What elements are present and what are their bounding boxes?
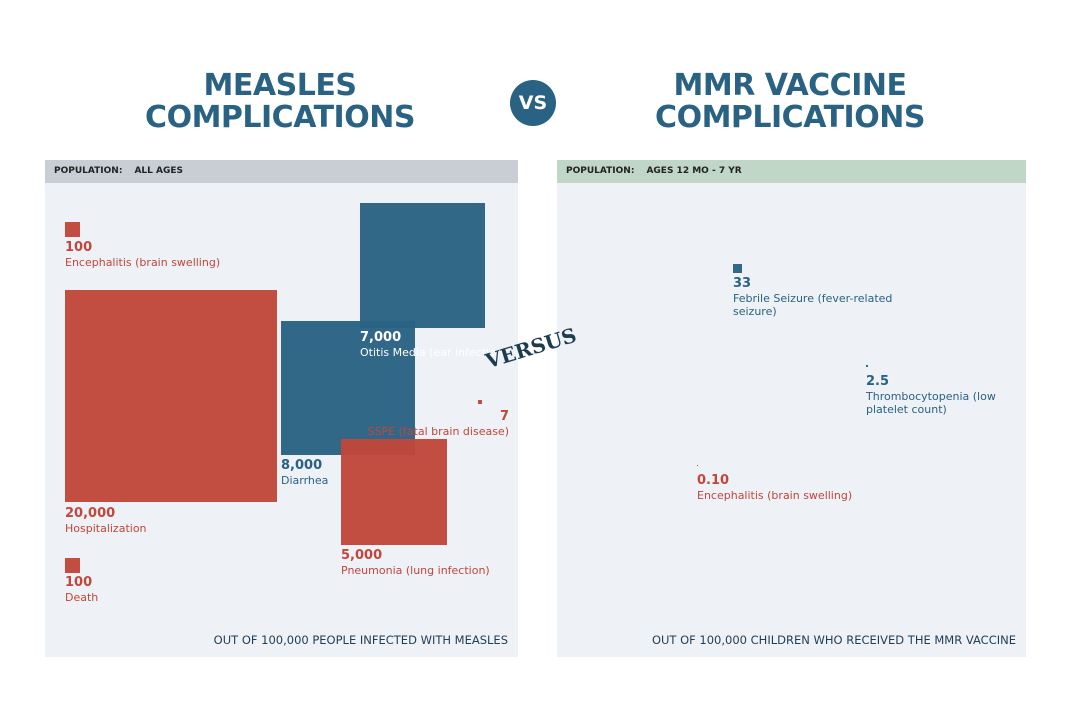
square	[65, 558, 80, 573]
item-name: Febrile Seizure (fever-related seizure)	[733, 292, 893, 318]
population-label: POPULATION:	[566, 166, 635, 176]
square	[360, 203, 486, 329]
population: AGES 12 MO - 7 YR	[646, 166, 742, 176]
square	[733, 264, 742, 273]
panel: POPULATION: AGES 12 MO - 7 YR OUT OF 100,0…	[557, 160, 1026, 657]
item-label: 100 Encephalitis (brain swelling)	[65, 240, 265, 269]
square	[65, 290, 278, 503]
footer: OUT OF 100,000 CHILDREN WHO RECEIVED THE…	[651, 633, 1016, 647]
title-line: COMPLICATIONS	[655, 100, 925, 135]
square	[281, 321, 416, 456]
item-value: 7	[499, 409, 509, 424]
population-label: POPULATION:	[54, 166, 123, 176]
item-value: 100	[65, 575, 93, 590]
left-title: MEASLES COMPLICATIONS	[100, 70, 460, 134]
item-label: 20,000 Hospitalization	[65, 506, 265, 535]
item-label: 2.5 Thrombocytopenia (low platelet count)	[866, 374, 1006, 416]
item-name: SSPE (fatal brain disease)	[367, 425, 509, 438]
square	[341, 439, 448, 546]
population-bar: POPULATION: AGES 12 MO - 7 YR	[557, 160, 1026, 183]
item-label: 0.10 Encephalitis (brain swelling)	[697, 473, 897, 502]
item-value: 33	[733, 276, 752, 291]
item-name: Otitis Media (ear infection)	[360, 346, 508, 359]
item-label: 100 Death	[65, 575, 265, 604]
title-line: COMPLICATIONS	[145, 100, 415, 135]
item-value: 20,000	[65, 506, 116, 521]
right-title: MMR VACCINE COMPLICATIONS	[610, 70, 970, 134]
item-label: 7 SSPE (fatal brain disease)	[345, 409, 509, 438]
item-value: 7,000	[360, 330, 402, 345]
item-name: Encephalitis (brain swelling)	[65, 256, 221, 269]
square	[478, 400, 482, 404]
item-value: 8,000	[281, 458, 323, 473]
item-name: Thrombocytopenia (low platelet count)	[866, 390, 996, 416]
square	[866, 365, 869, 368]
vs-badge: VS	[510, 80, 556, 126]
item-label: 5,000 Pneumonia (lung infection)	[341, 548, 541, 577]
title-line: MEASLES	[203, 68, 357, 103]
square	[65, 222, 80, 237]
item-name: Diarrhea	[281, 474, 329, 487]
item-name: Hospitalization	[65, 522, 147, 535]
panel: POPULATION: ALL AGES OUT OF 100,000 PEOPLE…	[45, 160, 518, 657]
item-value: 0.10	[697, 473, 730, 488]
item-label: 8,000 Diarrhea	[281, 458, 431, 487]
item-value: 2.5	[866, 374, 890, 389]
item-value: 5,000	[341, 548, 383, 563]
population: ALL AGES	[134, 166, 183, 176]
footer: OUT OF 100,000 PEOPLE INFECTED WITH MEAS…	[213, 633, 508, 647]
title-line: MMR VACCINE	[673, 68, 907, 103]
item-name: Pneumonia (lung infection)	[341, 564, 490, 577]
item-name: Death	[65, 591, 99, 604]
item-label: 7,000 Otitis Media (ear infection)	[360, 330, 530, 359]
population-bar: POPULATION: ALL AGES	[45, 160, 518, 183]
item-name: Encephalitis (brain swelling)	[697, 489, 853, 502]
item-value: 100	[65, 240, 93, 255]
item-label: 33 Febrile Seizure (fever-related seizure…	[733, 276, 903, 318]
